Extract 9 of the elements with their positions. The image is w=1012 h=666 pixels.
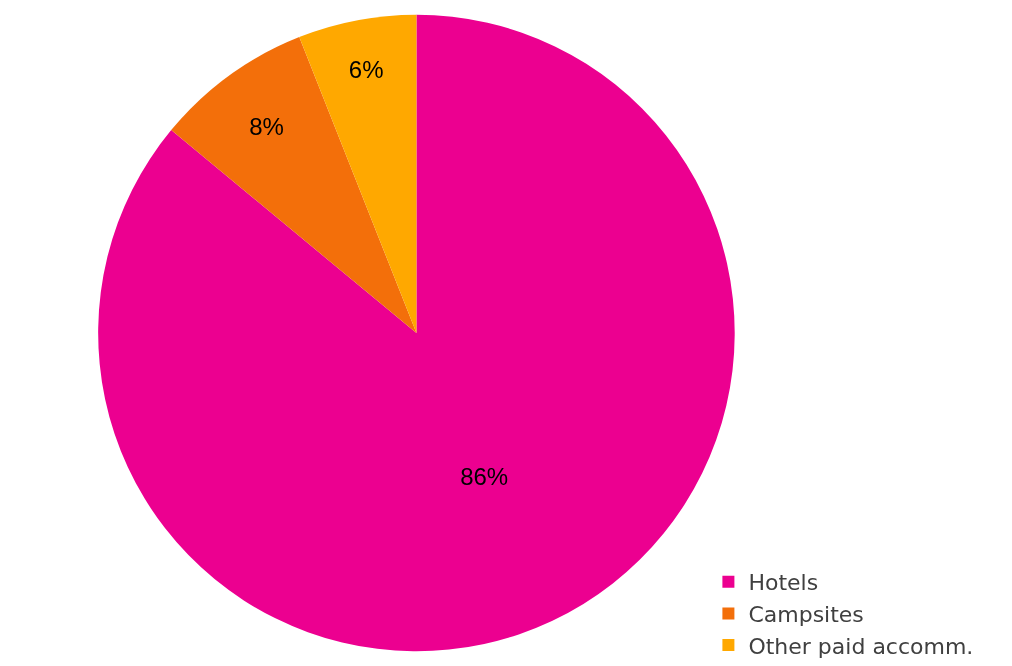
data-label: 6% [348, 56, 384, 84]
pie-slice [299, 14, 417, 333]
legend-label: Hotels [748, 570, 819, 596]
data-label: 8% [249, 113, 284, 141]
legend-label: Other paid accomm. [748, 633, 974, 659]
pie-slice [98, 14, 735, 651]
pie-slice [171, 37, 417, 333]
data-label: 86% [460, 463, 509, 491]
legend-label: Campsites [748, 601, 864, 627]
